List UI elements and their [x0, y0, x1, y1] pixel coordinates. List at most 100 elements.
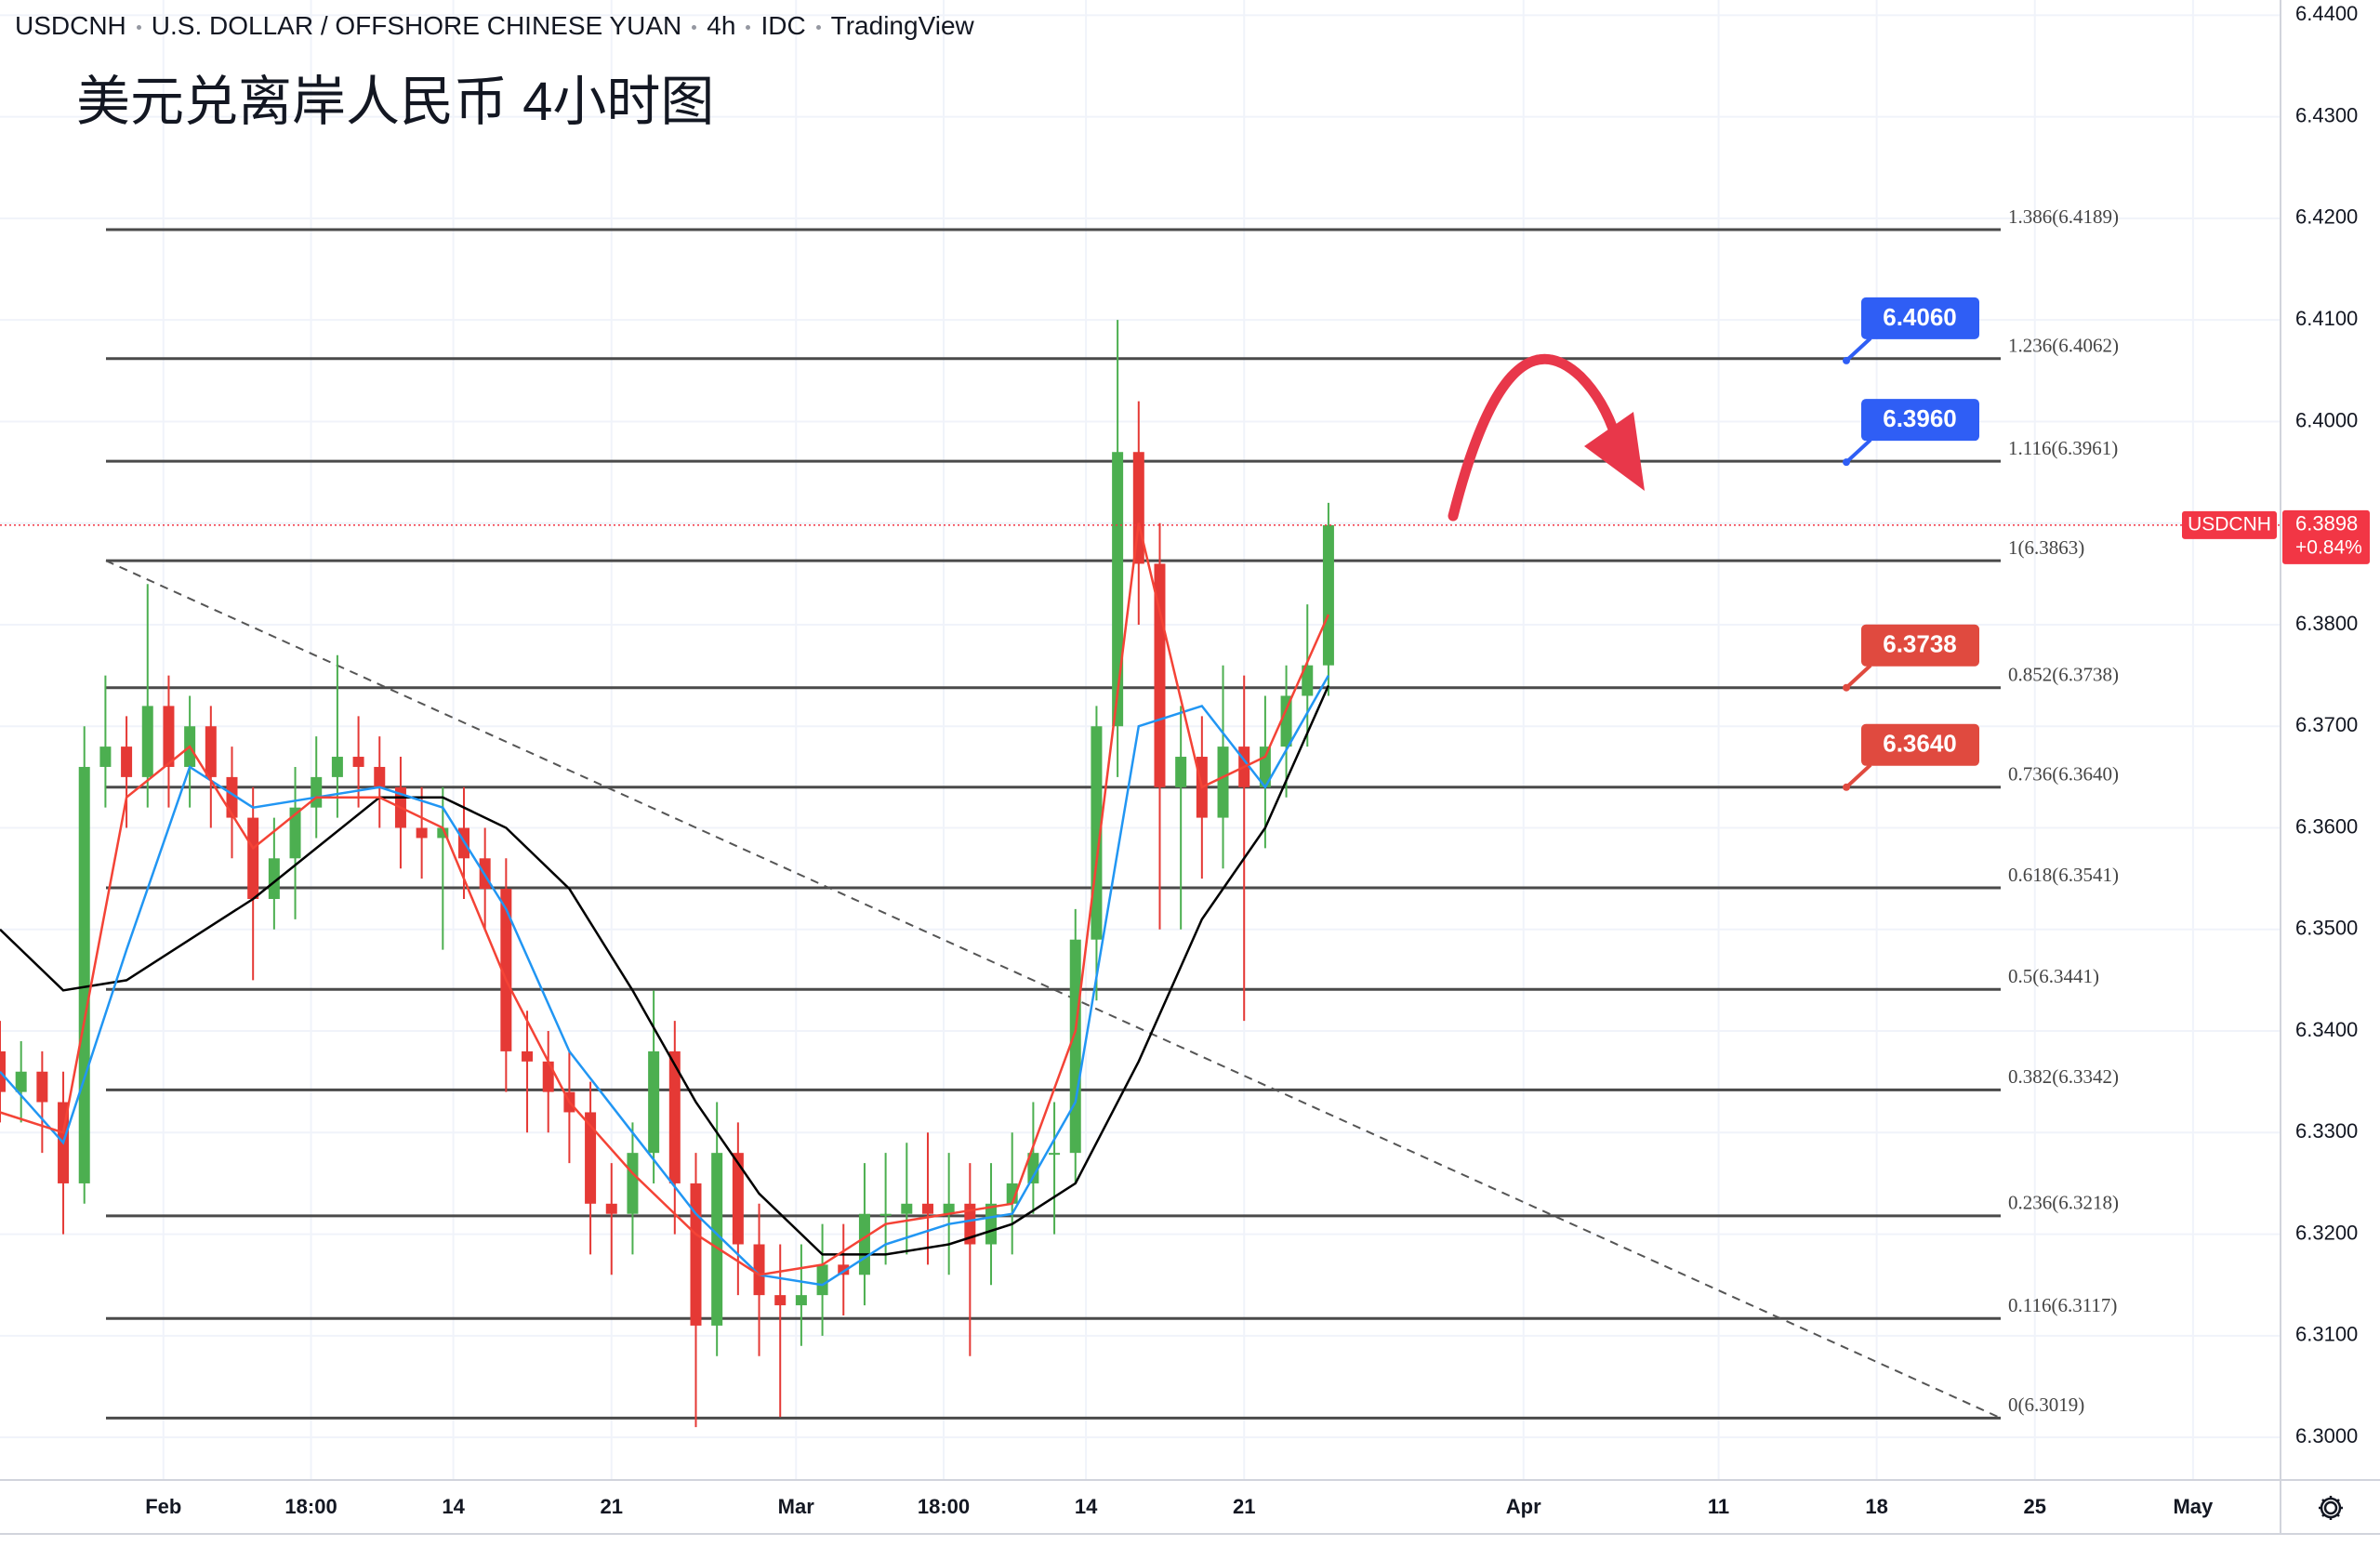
- fib-level-label: 0.736(6.3640): [2008, 763, 2119, 786]
- forecast-arrow-head: [1584, 412, 1645, 491]
- fib-level-label: 1(6.3863): [2008, 536, 2084, 559]
- candle-body: [36, 1071, 48, 1103]
- note-anchor: [1843, 458, 1850, 467]
- candle-body: [901, 1203, 913, 1214]
- candle-body: [247, 817, 259, 900]
- candle-body: [1049, 1153, 1061, 1156]
- last-price: USDCNH 6.3898+0.84%: [0, 509, 2370, 564]
- y-tick-label: 6.3200: [2295, 1221, 2358, 1244]
- candle-body: [500, 889, 512, 1051]
- y-tick-label: 6.3500: [2295, 917, 2358, 940]
- x-tick-label: 18: [1865, 1495, 1887, 1518]
- candle-body: [1069, 939, 1081, 1154]
- forecast-arrow: [1448, 353, 1621, 522]
- y-tick-label: 6.3400: [2295, 1018, 2358, 1041]
- fib-level-label: 1.116(6.3961): [2008, 437, 2118, 459]
- candle-body: [226, 776, 238, 818]
- candle-body: [668, 1050, 681, 1183]
- candle-body: [1302, 665, 1314, 696]
- symbol-tag-label: USDCNH: [2188, 513, 2271, 535]
- candle-body: [437, 827, 449, 839]
- candle-body: [289, 807, 301, 859]
- trend-line: [105, 560, 2002, 1420]
- x-tick-label: 18:00: [284, 1495, 337, 1518]
- moving-average-line: [0, 674, 1329, 1287]
- fib-level-label: 0.236(6.3218): [2008, 1192, 2119, 1214]
- candle-body: [522, 1050, 534, 1062]
- candle-body: [943, 1203, 955, 1214]
- y-tick-label: 6.4200: [2295, 205, 2358, 229]
- fib-level-label: 0.382(6.3342): [2008, 1065, 2119, 1088]
- x-tick-label: 14: [442, 1495, 465, 1518]
- y-tick-label: 6.4000: [2295, 408, 2358, 431]
- symbol: USDCNH: [15, 11, 126, 40]
- note-pointer: [1844, 763, 1872, 789]
- candle-body: [374, 766, 386, 787]
- candle-body: [627, 1153, 639, 1214]
- candle-body: [1217, 747, 1229, 818]
- candle-body: [163, 706, 175, 767]
- candles: [0, 320, 1334, 1428]
- candle-body: [99, 747, 112, 767]
- candle-body: [964, 1203, 976, 1245]
- candle-body: [605, 1203, 617, 1214]
- x-tick-label: 18:00: [918, 1495, 970, 1518]
- x-tick-label: 21: [1233, 1495, 1255, 1518]
- y-tick-label: 6.3000: [2295, 1424, 2358, 1447]
- change-label: +0.84%: [2295, 536, 2362, 558]
- note-pointer: [1844, 337, 1872, 363]
- description: U.S. DOLLAR / OFFSHORE CHINESE YUAN: [151, 11, 682, 40]
- candle-body: [774, 1295, 787, 1306]
- note-label: 6.3640: [1883, 730, 1957, 758]
- candle-body: [1027, 1153, 1039, 1183]
- grid: [0, 0, 2281, 1480]
- x-tick-label: May: [2173, 1495, 2214, 1518]
- candle-body: [1280, 695, 1292, 747]
- separator: [136, 25, 141, 31]
- subtitle: 美元兑离岸人民币 4小时图: [76, 72, 715, 132]
- fib-level-label: 1.386(6.4189): [2008, 205, 2119, 228]
- fib-level-label: 0.116(6.3117): [2008, 1294, 2117, 1316]
- x-tick-label: Apr: [1506, 1495, 1541, 1518]
- symbol-tag: [2182, 510, 2277, 539]
- candle-body: [416, 827, 428, 839]
- separator: [815, 25, 821, 31]
- source: TradingView: [830, 11, 974, 40]
- candle-body: [838, 1264, 850, 1275]
- candle-body: [352, 757, 364, 767]
- candle-body: [311, 776, 323, 808]
- note-box: [1861, 624, 1979, 667]
- x-tick-label: 21: [601, 1495, 623, 1518]
- note-box: [1861, 297, 1979, 339]
- candle-body: [858, 1213, 870, 1275]
- candle-body: [1322, 524, 1334, 666]
- fib-level-label: 0.852(6.3738): [2008, 664, 2119, 686]
- candle-body: [141, 706, 153, 777]
- note-anchor: [1843, 783, 1850, 791]
- candle-body: [205, 726, 217, 777]
- candle-body: [331, 757, 343, 777]
- moving-average-line: [0, 684, 1330, 1256]
- note-box: [1861, 723, 1979, 766]
- note-label: 6.3738: [1883, 630, 1957, 658]
- separator: [692, 25, 697, 31]
- candle-body: [816, 1264, 828, 1296]
- x-tick-label: 14: [1075, 1495, 1098, 1518]
- y-tick-label: 6.3100: [2295, 1323, 2358, 1346]
- fib-level-label: 0.618(6.3541): [2008, 864, 2119, 886]
- price-tag: [2282, 509, 2370, 564]
- note-pointer: [1844, 438, 1872, 464]
- candle-body: [795, 1295, 807, 1306]
- moving-average-line: [0, 522, 1330, 1276]
- note-label: 6.3960: [1883, 404, 1957, 432]
- candle-body: [542, 1061, 554, 1092]
- candle-body: [585, 1112, 597, 1204]
- fibonacci-levels: 1.386(6.4189) 1.236(6.4062) 1.116(6.3961) 1…: [105, 205, 2119, 1420]
- candle-body: [921, 1203, 933, 1214]
- note-box: [1861, 399, 1979, 442]
- y-tick-label: 6.3700: [2295, 713, 2358, 736]
- header: USDCNH U.S. DOLLAR / OFFSHORE CHINESE YUA…: [15, 11, 974, 41]
- settings-icon[interactable]: [2319, 1496, 2343, 1520]
